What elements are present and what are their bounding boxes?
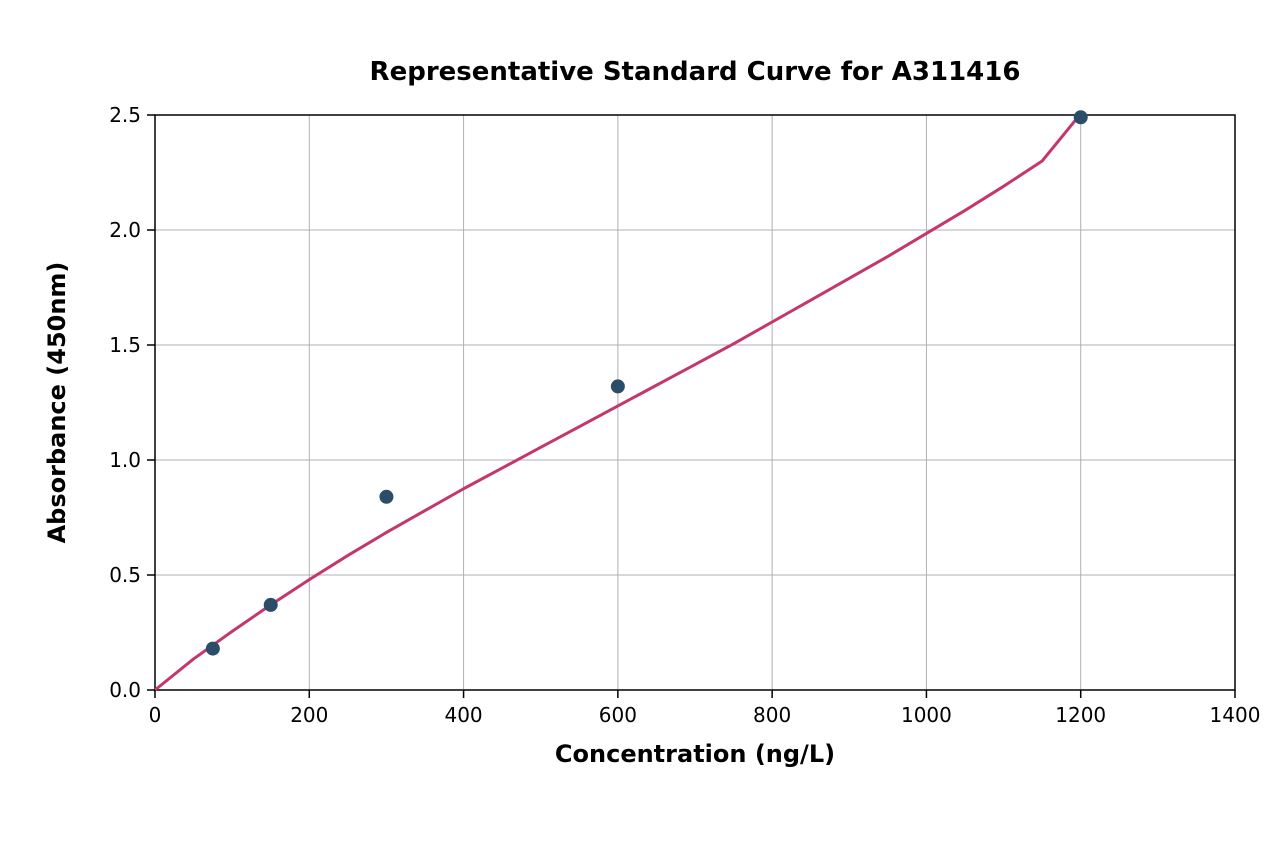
data-point bbox=[379, 490, 393, 504]
x-tick-label: 1400 bbox=[1210, 703, 1261, 727]
chart-container: 0 200 400 600 800 1000 1200 1400 0.0 0.5 1.0 1.5 2.… bbox=[0, 0, 1280, 845]
y-tick-label: 1.5 bbox=[109, 333, 141, 357]
x-tick-label: 800 bbox=[753, 703, 791, 727]
y-tick-label: 2.0 bbox=[109, 218, 141, 242]
y-tick-label: 0.0 bbox=[109, 678, 141, 702]
x-tick-label: 1200 bbox=[1055, 703, 1106, 727]
y-tick-label: 2.5 bbox=[109, 103, 141, 127]
data-point bbox=[1074, 110, 1088, 124]
y-tick-label: 1.0 bbox=[109, 448, 141, 472]
x-tick-label: 200 bbox=[290, 703, 328, 727]
chart-title: Representative Standard Curve for A31141… bbox=[370, 57, 1021, 87]
y-axis-label: Absorbance (450nm) bbox=[43, 262, 71, 544]
standard-curve-chart: 0 200 400 600 800 1000 1200 1400 0.0 0.5 1.0 1.5 2.… bbox=[0, 0, 1280, 845]
x-tick-label: 1000 bbox=[901, 703, 952, 727]
x-tick-label: 600 bbox=[599, 703, 637, 727]
x-tick-label: 400 bbox=[444, 703, 482, 727]
y-tick-label: 0.5 bbox=[109, 563, 141, 587]
data-point bbox=[264, 598, 278, 612]
x-axis-label: Concentration (ng/L) bbox=[555, 740, 835, 768]
data-point bbox=[611, 379, 625, 393]
x-tick-label: 0 bbox=[149, 703, 162, 727]
data-point bbox=[206, 642, 220, 656]
